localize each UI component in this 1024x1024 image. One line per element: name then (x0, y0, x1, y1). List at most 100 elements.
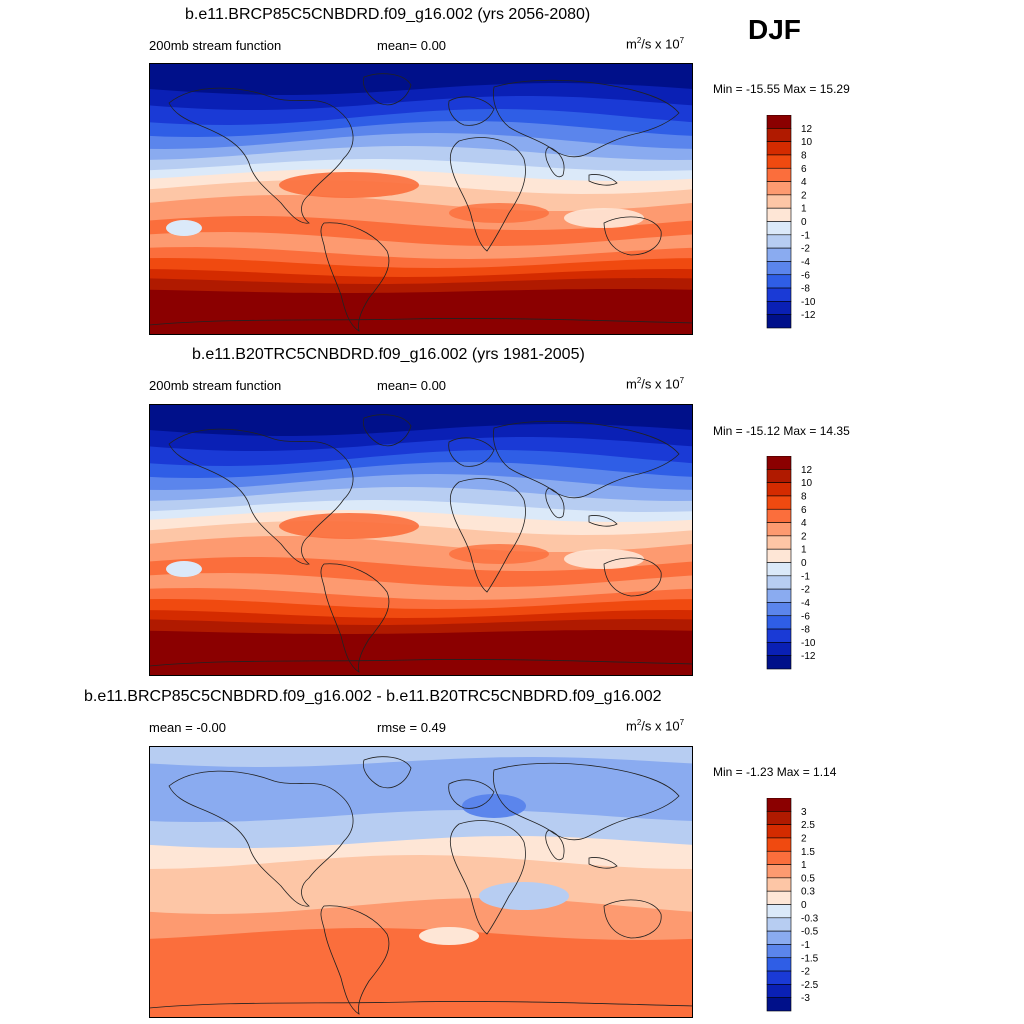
panel-2-map (149, 404, 693, 676)
colorbar-box (766, 904, 792, 919)
coastline (449, 137, 526, 252)
colorbar-box (766, 456, 792, 470)
panel-3-mean-label: mean = -0.00 (149, 720, 226, 735)
contour-blob (564, 549, 644, 569)
colorbar-tick-label: -8 (801, 284, 810, 295)
colorbar-box (766, 642, 792, 656)
coastline (603, 216, 662, 256)
contour-blob (449, 203, 549, 223)
panel-3-minmax: Min = -1.23 Max = 1.14 (713, 765, 837, 779)
colorbar-box (766, 997, 792, 1012)
contour-band (149, 630, 693, 676)
colorbar-tick-label: -10 (801, 297, 816, 308)
colorbar-tick-label: 1 (801, 545, 807, 556)
colorbar-tick-label: -0.5 (801, 927, 819, 938)
colorbar-tick-label: -1 (801, 230, 810, 241)
colorbar-tick-label: 0 (801, 558, 807, 569)
colorbar-box (766, 944, 792, 959)
colorbar-box (766, 615, 792, 630)
panel-3-colorbar: 3 2.5 2 1.5 1 0.5 0.3 0 -0.3 -0.5 -1 -1.5 -2 -2.5 -3 (766, 798, 819, 1012)
coastline (603, 557, 662, 597)
coastline (449, 478, 526, 593)
coastline (545, 487, 565, 519)
coastline (362, 73, 412, 106)
colorbar-tick-label: 1 (801, 204, 807, 215)
colorbar-box (766, 535, 792, 550)
colorbar-box (766, 274, 792, 289)
colorbar-tick-label: -2 (801, 967, 810, 978)
coastline (588, 515, 618, 527)
colorbar-box (766, 890, 792, 905)
colorbar-box (766, 247, 792, 262)
colorbar-box (766, 154, 792, 169)
contour-blob (462, 794, 526, 818)
colorbar-box (766, 221, 792, 236)
colorbar-tick-label: 6 (801, 505, 807, 516)
panel-3-title: b.e11.BRCP85C5CNBDRD.f09_g16.002 - b.e11… (84, 688, 662, 705)
contour-blob (564, 208, 644, 228)
colorbar-box (766, 469, 792, 483)
colorbar-tick-label: -2 (801, 244, 810, 255)
contour-blob (419, 927, 479, 945)
colorbar-tick-label: -4 (801, 257, 810, 268)
colorbar-box (766, 128, 792, 142)
panel-3-units: m2/s x 107 (626, 718, 685, 734)
colorbar-box (766, 301, 792, 315)
colorbar-box (766, 234, 792, 249)
colorbar-tick-label: -4 (801, 598, 810, 609)
colorbar-box (766, 930, 792, 945)
coastline (362, 414, 412, 447)
contour-blob (166, 220, 202, 236)
colorbar-tick-label: 0 (801, 217, 807, 228)
contour-blob (279, 172, 419, 198)
contour-band (149, 928, 693, 1018)
colorbar-tick-label: 0.5 (801, 873, 815, 884)
colorbar-tick-label: -2.5 (801, 980, 819, 991)
coastline (448, 779, 495, 809)
map-frame (149, 63, 693, 335)
coastline (149, 659, 693, 676)
panel-1-variable-label: 200mb stream function (149, 38, 282, 53)
colorbar-tick-label: 1.5 (801, 847, 815, 858)
colorbar-tick-label: 4 (801, 177, 807, 188)
colorbar-box (766, 917, 792, 932)
colorbar-box (766, 984, 792, 998)
panel-2-mean-label: mean= 0.00 (377, 378, 447, 393)
colorbar-tick-label: 12 (801, 465, 813, 476)
colorbar-box (766, 602, 792, 617)
contour-blob (279, 513, 419, 539)
coastline (320, 905, 390, 1015)
colorbar-tick-label: 1 (801, 860, 807, 871)
colorbar-tick-label: 12 (801, 124, 813, 135)
colorbar-tick-label: 10 (801, 137, 813, 148)
coastline (168, 770, 354, 907)
colorbar-tick-label: -1 (801, 571, 810, 582)
colorbar-box (766, 850, 792, 865)
coastline (492, 420, 680, 499)
colorbar-tick-label: 8 (801, 150, 807, 161)
coastline (449, 820, 526, 935)
colorbar-tick-label: -10 (801, 638, 816, 649)
colorbar-tick-label: 10 (801, 478, 813, 489)
coastline (168, 428, 354, 565)
panel-2-title: b.e11.B20TRC5CNBDRD.f09_g16.002 (yrs 198… (192, 346, 585, 363)
colorbar-box (766, 508, 792, 523)
colorbar-box (766, 957, 792, 972)
colorbar-box (766, 811, 792, 825)
colorbar-tick-label: -6 (801, 611, 810, 622)
colorbar-tick-label: 2.5 (801, 820, 815, 831)
colorbar-box (766, 261, 792, 276)
colorbar-box (766, 837, 792, 852)
contour-blob (319, 1000, 559, 1016)
colorbar-box (766, 548, 792, 563)
colorbar-tick-label: 4 (801, 518, 807, 529)
colorbar-box (766, 575, 792, 590)
panel-2-units: m2/s x 107 (626, 376, 685, 392)
colorbar-box (766, 628, 792, 643)
season-label: DJF (748, 14, 801, 45)
panel-2-variable-label: 200mb stream function (149, 378, 282, 393)
colorbar-box (766, 798, 792, 812)
coastline (545, 146, 565, 178)
colorbar-tick-label: 0.3 (801, 887, 815, 898)
